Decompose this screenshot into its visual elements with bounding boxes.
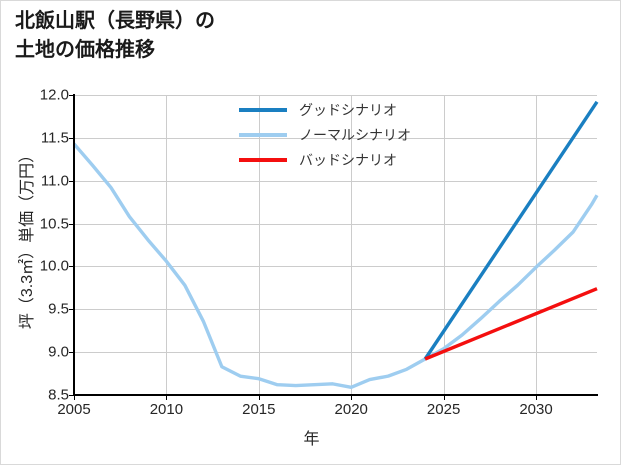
x-tick-mark: [258, 395, 260, 400]
chart-legend: グッドシナリオ ノーマルシナリオ バッドシナリオ: [239, 93, 469, 174]
x-tick-mark: [166, 395, 168, 400]
x-tick-label: 2015: [242, 401, 276, 418]
y-tick-mark: [69, 223, 74, 225]
y-tick-mark: [69, 266, 74, 268]
x-tick-label: 2010: [149, 401, 184, 418]
legend-label-good: グッドシナリオ: [299, 101, 397, 118]
x-tick-label: 2020: [334, 401, 368, 418]
y-tick-label: 8.5: [48, 386, 69, 404]
x-tick-mark: [74, 395, 75, 400]
y-tick-label: 10.0: [39, 257, 69, 275]
y-axis-label: 坪（3.3㎡）単価（万円）: [19, 146, 36, 330]
gridline-horizontal: [74, 266, 597, 268]
gridline-horizontal: [74, 137, 597, 139]
series-lines: [72, 100, 599, 389]
x-tick-label: 2030: [519, 401, 553, 418]
legend-swatch-good-icon: [239, 107, 287, 112]
x-tick-label: 2025: [426, 401, 461, 418]
gridline-vertical: [443, 95, 445, 395]
gridline-vertical: [351, 95, 353, 395]
y-tick-mark: [69, 352, 74, 354]
legend-item-good: グッドシナリオ: [239, 97, 469, 122]
y-tick-mark: [69, 137, 74, 139]
y-tick-label: 11.0: [40, 172, 69, 190]
y-tick-label: 9.0: [48, 343, 69, 361]
y-tick-mark: [69, 180, 74, 182]
gridline-vertical: [536, 95, 537, 395]
y-axis-ticks: 8.5 9.0 9.5 10.0 10.5 11.0 11.5 12.0: [9, 87, 74, 404]
x-tick-mark: [351, 395, 353, 400]
legend-swatch-bad-icon: [239, 157, 287, 162]
x-axis-label: 年: [303, 431, 320, 448]
series-line-good: [423, 100, 599, 360]
legend-item-normal: ノーマルシナリオ: [239, 122, 469, 147]
legend-swatch-normal-icon: [239, 132, 287, 137]
gridline-horizontal: [74, 95, 597, 96]
gridline-horizontal: [74, 309, 597, 311]
y-axis-spine: [73, 94, 75, 396]
gridline-horizontal: [74, 223, 597, 225]
x-axis-ticks: 2005 2010 2015 2020 2025 2030: [57, 395, 597, 421]
y-tick-mark: [69, 95, 74, 96]
x-axis-spine: [73, 394, 598, 396]
y-tick-label: 11.5: [40, 129, 69, 147]
plot-background: [74, 95, 597, 395]
y-tick-label: 12.0: [39, 86, 69, 104]
y-tick-label: 9.5: [48, 300, 69, 318]
page-title: 北飯山駅（長野県）の 土地の価格推移: [15, 10, 215, 61]
y-tick-mark: [69, 309, 74, 311]
gridline-vertical: [166, 95, 168, 395]
x-tick-mark: [443, 395, 445, 400]
x-tick-mark: [536, 395, 537, 400]
x-tick-label: 2005: [57, 401, 91, 418]
legend-item-bad: バッドシナリオ: [239, 147, 469, 172]
y-tick-label: 10.5: [39, 215, 69, 233]
gridline-horizontal: [74, 352, 597, 354]
gridline-vertical: [258, 95, 260, 395]
legend-label-normal: ノーマルシナリオ: [299, 126, 411, 143]
y-tick-mark: [69, 395, 74, 396]
series-line-bad: [424, 287, 598, 361]
gridline-horizontal: [74, 180, 597, 182]
plot-area: [72, 95, 599, 396]
series-line-normal: [72, 142, 599, 389]
legend-label-bad: バッドシナリオ: [299, 151, 397, 168]
